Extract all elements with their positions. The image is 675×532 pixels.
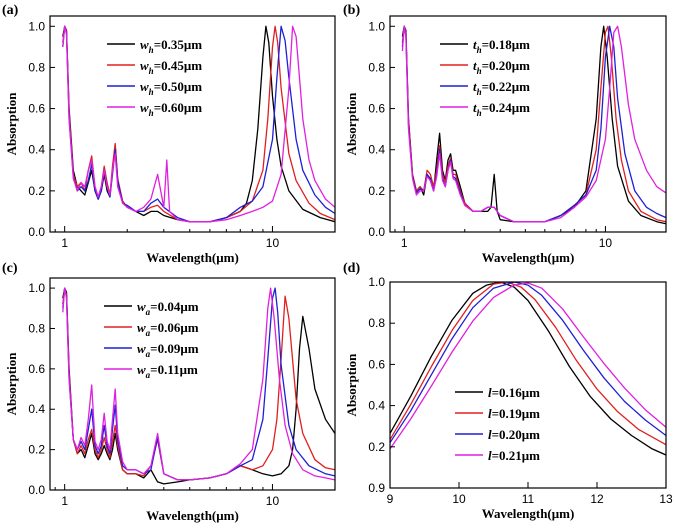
x-tick-label-b-1: 10 — [599, 236, 613, 250]
series-line-a-2 — [62, 25, 335, 223]
series-line-c-1 — [62, 287, 335, 481]
y-tick-label-a-3: 0.6 — [28, 102, 45, 116]
x-axis-label-d: Wavelength(μm) — [482, 506, 575, 521]
series-line-d-2 — [390, 282, 666, 444]
y-tick-label-d-5: 1.0 — [368, 275, 385, 289]
legend-entry-b-3: th=0.24μm — [473, 100, 530, 118]
series-line-a-0 — [62, 25, 335, 223]
y-tick-label-a-0: 0.0 — [28, 225, 45, 239]
y-tick-label-b-1: 0.2 — [368, 184, 385, 198]
y-tick-label-c-1: 0.2 — [28, 443, 45, 457]
y-tick-label-d-2: 0.4 — [368, 399, 385, 413]
y-tick-label-d-3: 0.6 — [368, 357, 385, 371]
x-tick-label-c-1: 10 — [266, 494, 280, 508]
y-tick-label-a-5: 1.0 — [28, 19, 45, 33]
x-tick-label-a-0: 1 — [61, 236, 68, 250]
series-line-c-0 — [62, 287, 335, 485]
x-axis-label-b: Wavelength(μm) — [482, 250, 575, 265]
y-tick-label-a-1: 0.2 — [28, 184, 45, 198]
y-tick-label-c-0: 0.0 — [28, 483, 45, 497]
y-tick-label-b-3: 0.6 — [368, 102, 385, 116]
y-tick-label-d-4: 0.8 — [368, 316, 385, 330]
chart-panel-a: 0.0 0.2 0.4 0.6 0.8 1.0 1 10 Wavelength(μm) Absor… — [2, 3, 336, 265]
legend-entry-b-2: th=0.22μm — [473, 79, 530, 97]
series-line-b-3 — [401, 25, 666, 223]
series-line-d-0 — [390, 282, 666, 456]
x-tick-label-a-1: 10 — [266, 236, 280, 250]
panel-label-c: (c) — [2, 261, 18, 276]
panel-label-b: (b) — [343, 3, 360, 18]
series-line-b-1 — [401, 25, 666, 223]
plot-frame-b — [389, 15, 667, 233]
legend-entry-c-2: wa=0.09μm — [137, 341, 199, 359]
y-tick-label-b-5: 1.0 — [368, 19, 385, 33]
x-tick-label-b-0: 1 — [401, 236, 408, 250]
panel-label-d: (d) — [343, 261, 360, 276]
series-line-c-3 — [62, 287, 335, 481]
x-tick-label-d-3: 12 — [590, 492, 604, 506]
plot-frame-c — [49, 277, 336, 491]
x-axis-label-a: Wavelength(μm) — [146, 250, 239, 265]
legend-entry-b-1: th=0.20μm — [473, 58, 530, 76]
x-tick-label-d-1: 10 — [452, 492, 466, 506]
y-tick-label-a-2: 0.4 — [28, 143, 45, 157]
series-line-b-2 — [401, 25, 666, 223]
y-tick-label-d-1: 0.2 — [368, 440, 385, 454]
legend-entry-c-3: wa=0.11μm — [137, 362, 198, 380]
y-axis-label-c: Absorption — [4, 352, 19, 416]
y-tick-label-d-0: 0.9 — [368, 481, 385, 495]
legend-entry-d-0: l=0.16μm — [488, 385, 540, 400]
y-tick-label-c-2: 0.4 — [28, 402, 45, 416]
y-axis-label-d: Absorption — [344, 353, 359, 417]
series-line-a-3 — [62, 25, 335, 223]
y-axis-label-a: Absorption — [4, 92, 19, 156]
y-tick-label-b-0: 0.0 — [368, 225, 385, 239]
legend-entry-d-1: l=0.19μm — [488, 406, 540, 421]
legend-entry-d-3: l=0.21μm — [488, 448, 540, 463]
y-tick-label-a-4: 0.8 — [28, 60, 45, 74]
series-line-d-3 — [390, 282, 666, 450]
y-axis-label-b: Absorption — [344, 92, 359, 156]
chart-panel-c: 0.0 0.2 0.4 0.6 0.8 1.0 1 10 Wavelength(μm) Absor… — [2, 261, 336, 523]
x-axis-label-c: Wavelength(μm) — [146, 508, 239, 523]
chart-panel-d: 0.9 0.2 0.4 0.6 0.8 1.0 9 10 11 12 13 Wavelength(μm… — [343, 261, 673, 521]
y-tick-label-c-3: 0.6 — [28, 362, 45, 376]
x-tick-label-d-2: 11 — [522, 492, 535, 506]
legend-entry-a-2: wh=0.50μm — [140, 79, 202, 97]
series-line-b-0 — [401, 25, 666, 225]
legend-entry-b-0: th=0.18μm — [473, 37, 530, 55]
x-tick-label-c-0: 1 — [61, 494, 68, 508]
plot-frame-a — [49, 15, 336, 233]
series-line-d-1 — [390, 282, 666, 446]
y-tick-label-c-4: 0.8 — [28, 321, 45, 335]
legend-entry-c-0: wa=0.04μm — [137, 299, 199, 317]
y-tick-label-b-2: 0.4 — [368, 143, 385, 157]
x-tick-label-d-0: 9 — [387, 492, 394, 506]
legend-entry-a-1: wh=0.45μm — [140, 58, 202, 76]
legend-entry-c-1: wa=0.06μm — [137, 320, 199, 338]
x-tick-label-d-4: 13 — [659, 492, 673, 506]
y-tick-label-c-5: 1.0 — [28, 281, 45, 295]
chart-panel-b: 0.0 0.2 0.4 0.6 0.8 1.0 1 10 Wavelength(μm) Absor… — [343, 3, 667, 265]
legend-entry-a-0: wh=0.35μm — [140, 37, 202, 55]
y-tick-label-b-4: 0.8 — [368, 60, 385, 74]
legend-entry-a-3: wh=0.60μm — [140, 100, 202, 118]
panel-label-a: (a) — [2, 3, 19, 18]
legend-entry-d-2: l=0.20μm — [488, 427, 540, 442]
